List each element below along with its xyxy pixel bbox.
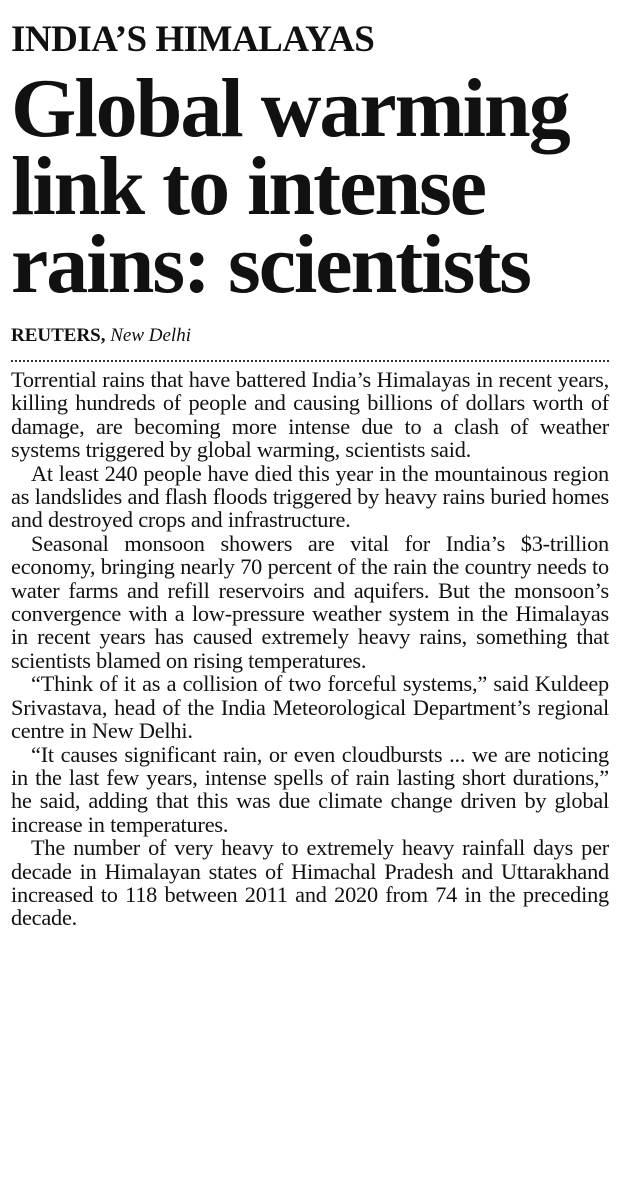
news-article: INDIA’S HIMALAYAS Global warming link to…: [0, 18, 619, 930]
article-body: Torrential rains that have battered Indi…: [11, 368, 609, 930]
byline-location: New Delhi: [110, 325, 191, 346]
paragraph: The number of very heavy to extremely he…: [11, 835, 609, 931]
paragraph: “It causes significant rain, or even clo…: [11, 741, 609, 837]
paragraph: “Think of it as a collision of two force…: [11, 671, 609, 744]
paragraph: Seasonal monsoon showers are vital for I…: [11, 530, 609, 673]
headline: Global warming link to intense rains: sc…: [11, 62, 571, 311]
paragraph: At least 240 people have died this year …: [11, 460, 609, 533]
byline-agency: REUTERS,: [11, 325, 106, 346]
paragraph: Torrential rains that have battered Indi…: [11, 367, 609, 463]
dotted-divider: [11, 360, 609, 362]
kicker: INDIA’S HIMALAYAS: [11, 19, 375, 60]
byline: REUTERS, New Delhi: [11, 324, 609, 348]
